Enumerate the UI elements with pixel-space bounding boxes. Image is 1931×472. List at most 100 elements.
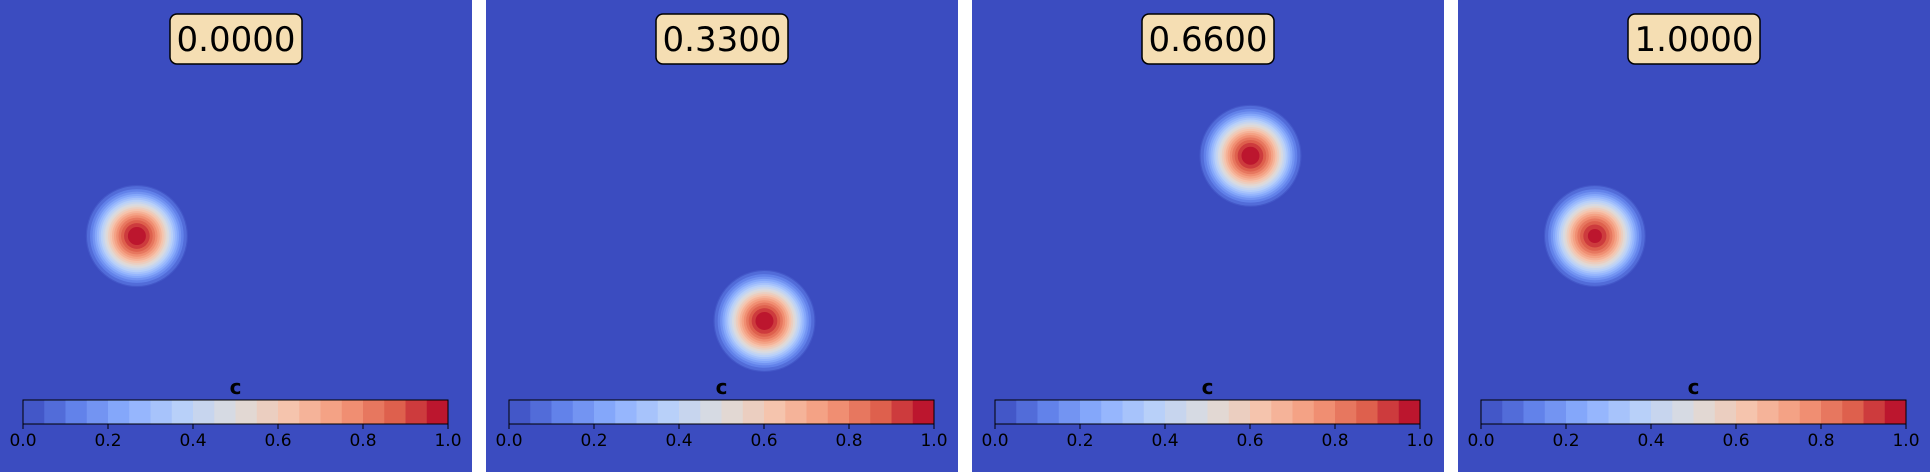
- colorbar-tick-label-3: 0.4: [1637, 431, 1664, 451]
- field-background: [1458, 0, 1930, 472]
- colorbar-segment-2: [44, 400, 66, 424]
- colorbar-segment-1: [995, 400, 1017, 424]
- colorbar-frame: [994, 399, 1421, 425]
- colorbar-frame: [22, 399, 449, 425]
- colorbar-segment-20: [426, 400, 449, 424]
- colorbar-label: c: [1688, 375, 1700, 399]
- field-background: [0, 0, 472, 472]
- colorbar-segment-6: [129, 400, 151, 424]
- colorbar-segment-19: [1377, 400, 1400, 424]
- heatmap-svg: 0.3300 c 0.0 0.2 0.4 0.6 0.8 1.0: [486, 0, 958, 472]
- colorbar-label: c: [1202, 375, 1214, 399]
- colorbar-segment-1: [1481, 400, 1503, 424]
- colorbar-segment-16: [827, 400, 850, 424]
- colorbar-tick-label-3: 0.4: [1151, 431, 1178, 451]
- colorbar-segment-3: [551, 400, 574, 424]
- colorbar-segment-9: [679, 400, 701, 424]
- colorbar-segment-10: [700, 400, 722, 424]
- colorbar-segment-18: [1356, 400, 1378, 424]
- colorbar-segment-20: [1398, 400, 1421, 424]
- colorbar-segment-17: [1821, 400, 1843, 424]
- chart-panel-2: 0.3300 c 0.0 0.2 0.4 0.6 0.8 1.0: [486, 0, 958, 472]
- field-background: [486, 0, 958, 472]
- colorbar-frame: [1480, 399, 1907, 425]
- colorbar-segment-16: [1799, 400, 1822, 424]
- chart-title: 0.0000: [177, 20, 296, 60]
- colorbar-tick-label-1: 0.0: [495, 431, 522, 451]
- colorbar-segment-13: [1250, 400, 1272, 424]
- colorbar-segment-10: [214, 400, 236, 424]
- colorbar-segment-14: [299, 400, 321, 424]
- colorbar-segment-8: [1143, 400, 1166, 424]
- title-badge: [1627, 13, 1761, 65]
- colorbar-segment-15: [320, 400, 343, 424]
- colorbar-tick-label-2: 0.2: [1552, 431, 1579, 451]
- colorbar-segment-8: [1629, 400, 1652, 424]
- colorbar-segment-1: [509, 400, 531, 424]
- colorbar-tick-label-5: 0.8: [1321, 431, 1348, 451]
- colorbar-segment-15: [1292, 400, 1315, 424]
- colorbar-segment-4: [1544, 400, 1567, 424]
- colorbar-segment-18: [1842, 400, 1864, 424]
- colorbar-segment-5: [1566, 400, 1588, 424]
- colorbar-segment-3: [1523, 400, 1546, 424]
- colorbar-segment-14: [1757, 400, 1779, 424]
- colorbar-segment-19: [405, 400, 428, 424]
- contour-level-20: [1241, 146, 1260, 165]
- colorbar-segment-15: [806, 400, 829, 424]
- colorbar-segment-17: [363, 400, 385, 424]
- chart-panel-3: 0.6600 c 0.0 0.2 0.4 0.6 0.8 1.0: [972, 0, 1444, 472]
- chart-title: 0.3300: [663, 20, 782, 60]
- colorbar-segment-9: [193, 400, 215, 424]
- colorbar-segment-7: [1122, 400, 1145, 424]
- colorbar-tick-label-3: 0.4: [179, 431, 206, 451]
- colorbar-segment-12: [256, 400, 279, 424]
- colorbar-segment-20: [912, 400, 935, 424]
- colorbar-segment-1: [23, 400, 45, 424]
- colorbar-segment-14: [1271, 400, 1293, 424]
- colorbar-segment-3: [65, 400, 88, 424]
- colorbar-segment-15: [1778, 400, 1801, 424]
- colorbar-segment-8: [657, 400, 680, 424]
- colorbar-segment-6: [1101, 400, 1123, 424]
- colorbar-tick-label-2: 0.2: [94, 431, 121, 451]
- title-badge: [1141, 13, 1275, 65]
- colorbar-segment-11: [721, 400, 744, 424]
- heatmap-svg: 0.6600 c 0.0 0.2 0.4 0.6 0.8 1.0: [972, 0, 1444, 472]
- colorbar-segment-18: [384, 400, 406, 424]
- colorbar-tick-label-4: 0.6: [1722, 431, 1749, 451]
- colorbar-segment-16: [341, 400, 364, 424]
- colorbar-segment-4: [1058, 400, 1081, 424]
- colorbar-frame: [508, 399, 935, 425]
- colorbar-segment-17: [849, 400, 871, 424]
- colorbar-segment-18: [870, 400, 892, 424]
- colorbar-tick-label-5: 0.8: [349, 431, 376, 451]
- colorbar-tick-label-4: 0.6: [1236, 431, 1263, 451]
- contour-level-20: [1587, 228, 1602, 244]
- title-badge: [169, 13, 303, 65]
- colorbar-tick-label-6: 1.0: [920, 431, 947, 451]
- colorbar-tick-label-6: 1.0: [434, 431, 461, 451]
- chart-panel-1: 0.0000 c 0.0 0.2 0.4 0.6 0.8 1.0: [0, 0, 472, 472]
- colorbar-segment-2: [530, 400, 552, 424]
- chart-title: 0.6600: [1149, 20, 1268, 60]
- colorbar-segment-11: [235, 400, 258, 424]
- colorbar-tick-label-2: 0.2: [1066, 431, 1093, 451]
- colorbar-tick-label-6: 1.0: [1406, 431, 1433, 451]
- colorbar-segment-5: [1080, 400, 1102, 424]
- colorbar-tick-label-1: 0.0: [1467, 431, 1494, 451]
- colorbar-segment-12: [1714, 400, 1737, 424]
- colorbar-segment-9: [1651, 400, 1673, 424]
- heatmap-svg: 1.0000 c 0.0 0.2 0.4 0.6 0.8 1.0: [1458, 0, 1930, 472]
- colorbar-tick-label-3: 0.4: [665, 431, 692, 451]
- colorbar-segment-2: [1502, 400, 1524, 424]
- colorbar-segment-12: [742, 400, 765, 424]
- colorbar-tick-label-5: 0.8: [1807, 431, 1834, 451]
- colorbar-segment-5: [594, 400, 616, 424]
- field-background: [972, 0, 1444, 472]
- contour-level-20: [755, 311, 774, 330]
- colorbar-tick-label-4: 0.6: [264, 431, 291, 451]
- contour-level-20: [127, 226, 146, 246]
- colorbar-segment-13: [764, 400, 786, 424]
- colorbar-segment-3: [1037, 400, 1060, 424]
